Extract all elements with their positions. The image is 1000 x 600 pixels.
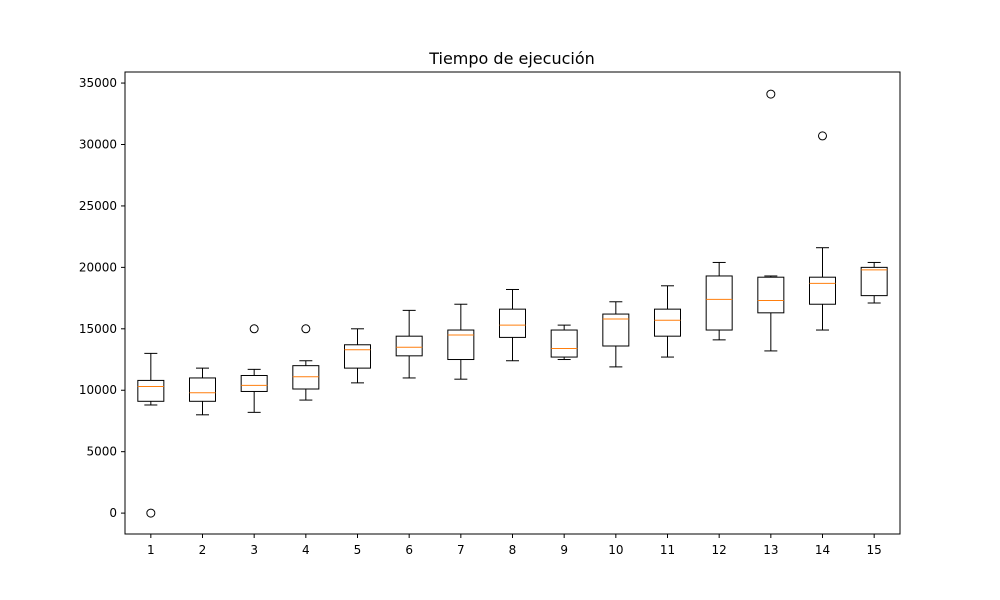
- y-tick-label: 20000: [79, 260, 117, 274]
- x-tick-label: 4: [302, 543, 310, 557]
- outlier-point: [249, 324, 259, 334]
- box-iqr: [240, 374, 268, 392]
- box-iqr: [499, 308, 526, 338]
- y-tick-label: 35000: [79, 76, 117, 90]
- box-iqr: [602, 313, 630, 347]
- y-tick-label: 25000: [79, 199, 117, 213]
- x-tick-label: 13: [763, 543, 778, 557]
- box-iqr: [292, 365, 320, 390]
- outlier-point: [146, 508, 156, 518]
- x-tick-label: 1: [147, 543, 155, 557]
- box-iqr: [447, 329, 475, 361]
- outlier-point: [301, 324, 311, 334]
- y-tick-label: 30000: [79, 137, 117, 151]
- box-iqr: [550, 329, 578, 358]
- x-tick-label: 3: [250, 543, 258, 557]
- box-iqr: [137, 379, 165, 402]
- box-iqr: [809, 276, 836, 305]
- y-tick-label: 0: [109, 506, 117, 520]
- y-tick-label: 15000: [79, 322, 117, 336]
- x-tick-label: 15: [867, 543, 882, 557]
- x-tick-label: 7: [457, 543, 465, 557]
- box-iqr: [757, 276, 785, 314]
- box-iqr: [344, 344, 371, 369]
- box-iqr: [860, 266, 888, 297]
- y-tick-label: 5000: [86, 445, 117, 459]
- chart-title: Tiempo de ejecución: [428, 49, 595, 68]
- box-iqr: [189, 377, 216, 402]
- x-tick-label: 5: [354, 543, 362, 557]
- x-tick-label: 14: [815, 543, 830, 557]
- box-iqr: [395, 335, 423, 357]
- y-tick-label: 10000: [79, 383, 117, 397]
- x-tick-label: 9: [560, 543, 568, 557]
- box-iqr: [654, 308, 681, 337]
- x-tick-label: 6: [405, 543, 413, 557]
- x-tick-label: 2: [199, 543, 207, 557]
- box-iqr: [705, 275, 733, 331]
- x-tick-label: 12: [712, 543, 727, 557]
- outlier-point: [766, 89, 776, 99]
- x-tick-label: 10: [608, 543, 623, 557]
- x-tick-label: 11: [660, 543, 675, 557]
- x-tick-label: 8: [509, 543, 517, 557]
- outlier-point: [818, 131, 827, 141]
